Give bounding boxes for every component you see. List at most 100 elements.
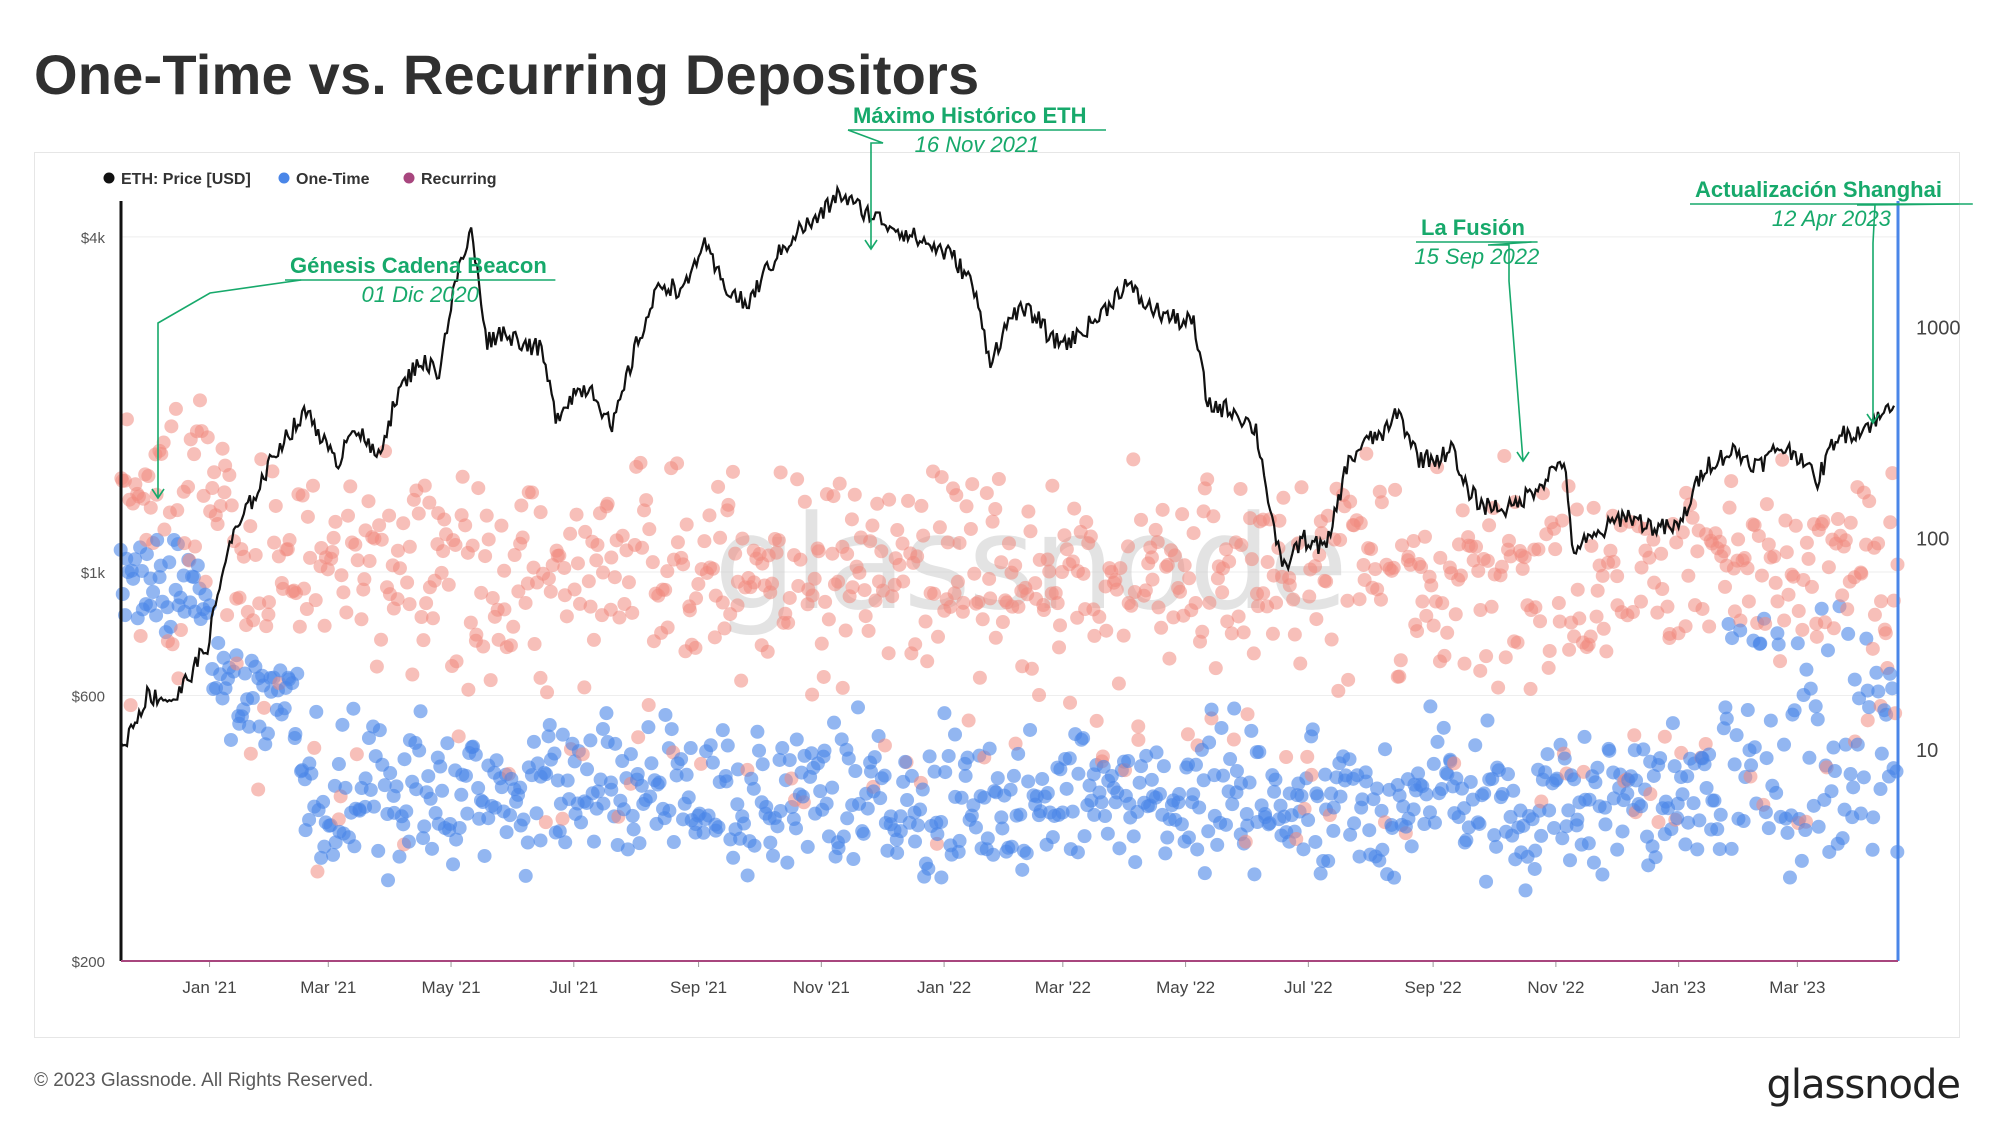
one-time-point [921,861,936,876]
recurring-point [914,498,929,513]
recurring-point [567,582,582,597]
recurring-point [1437,648,1452,663]
recurring-point [1240,707,1255,722]
recurring-point [1681,568,1696,583]
one-time-point [1158,846,1173,861]
one-time-point [664,722,679,737]
recurring-point [573,596,588,611]
recurring-point [259,619,274,634]
one-time-point [1489,839,1504,854]
recurring-point [713,530,728,545]
recurring-point [1651,815,1666,830]
one-time-point [1021,774,1036,789]
one-time-point [1866,810,1881,825]
one-time-point [913,802,928,817]
one-time-point [608,736,623,751]
recurring-point [988,502,1003,517]
recurring-point [1610,569,1625,584]
recurring-point [645,555,660,570]
recurring-point [1028,576,1043,591]
recurring-point [1368,562,1383,577]
one-time-point [850,700,865,715]
recurring-point [455,469,470,484]
recurring-point [994,555,1009,570]
recurring-point [1150,535,1165,550]
one-time-point [1636,742,1651,757]
one-time-point [934,870,949,885]
one-time-point [1699,780,1714,795]
one-time-point [1128,855,1143,870]
recurring-point [769,545,784,560]
one-time-point [1780,825,1795,840]
recurring-point [832,476,847,491]
recurring-point [1561,479,1576,494]
recurring-point [858,609,873,624]
recurring-point [995,614,1010,629]
one-time-point [392,849,407,864]
one-time-point [290,666,305,681]
recurring-point [807,571,822,586]
one-time-point [1188,757,1203,772]
one-time-point [1076,731,1091,746]
recurring-point [451,729,466,744]
recurring-point [814,636,829,651]
recurring-point [1233,481,1248,496]
one-time-point [773,803,788,818]
one-time-point [1806,798,1821,813]
recurring-point [1042,564,1057,579]
recurring-point [1300,749,1315,764]
recurring-point [1282,578,1297,593]
one-time-point [911,818,926,833]
recurring-point [1392,669,1407,684]
recurring-point [658,582,673,597]
one-time-point [115,587,130,602]
recurring-point [1215,585,1230,600]
recurring-point [1603,543,1618,558]
recurring-point [1308,559,1323,574]
one-time-point [1841,626,1856,641]
annotation-arrowhead [864,239,878,251]
one-time-point [150,532,165,547]
recurring-point [402,597,417,612]
recurring-point [354,612,369,627]
one-time-point [662,803,677,818]
one-time-point [371,843,386,858]
recurring-point [949,488,964,503]
one-time-point [1426,756,1441,771]
recurring-point [1433,550,1448,565]
recurring-point [575,747,590,762]
one-time-point [1202,735,1217,750]
one-time-point [780,855,795,870]
one-time-point [900,793,915,808]
one-time-point [641,720,656,735]
recurring-point [282,533,297,548]
recurring-point [1552,614,1567,629]
recurring-point [1569,502,1584,517]
recurring-point [1087,628,1102,643]
recurring-point [952,535,967,550]
recurring-point [1021,504,1036,519]
one-time-point [1865,842,1880,857]
one-time-point [1634,799,1649,814]
recurring-point [1162,651,1177,666]
recurring-point [220,608,235,623]
recurring-point [411,506,426,521]
recurring-point [1473,663,1488,678]
one-time-point [1172,787,1187,802]
recurring-point [229,656,244,671]
recurring-point [236,549,251,564]
recurring-point [469,627,484,642]
recurring-point [1642,550,1657,565]
recurring-point [372,518,387,533]
annotation-title: Actualización Shanghai [1695,177,1942,202]
one-time-point [1713,807,1728,822]
recurring-point [1024,661,1039,676]
recurring-point [374,532,389,547]
recurring-point [436,544,451,559]
recurring-point [357,572,372,587]
recurring-point [164,419,179,434]
one-time-point [840,811,855,826]
annotation-leader-line [1487,241,1532,462]
one-time-point [948,727,963,742]
recurring-point [971,595,986,610]
